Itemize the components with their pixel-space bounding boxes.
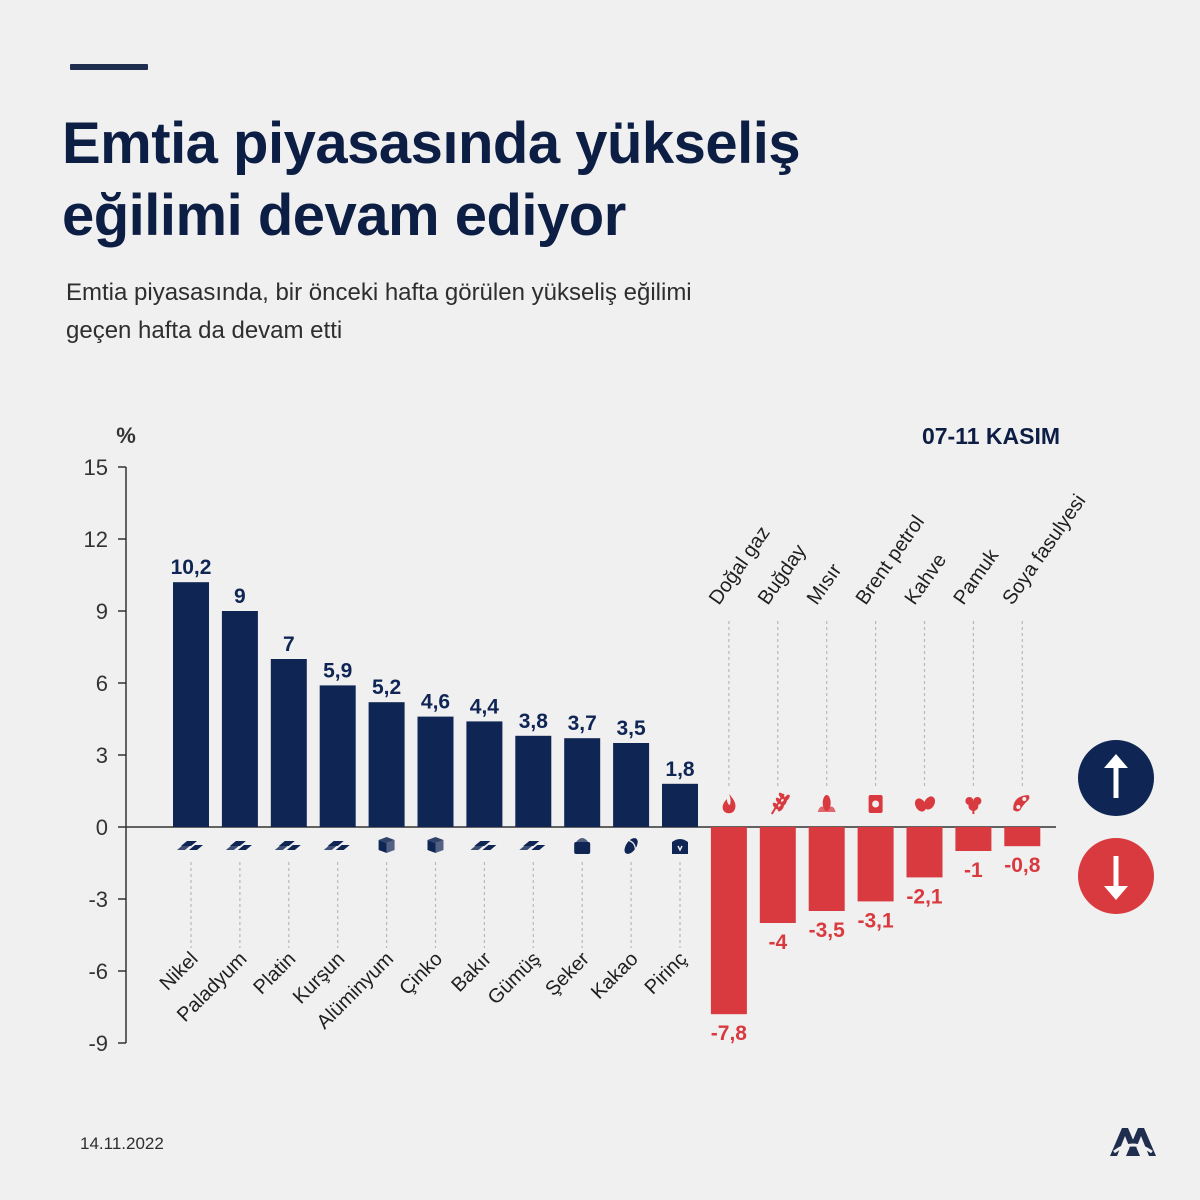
oil-barrel-icon bbox=[868, 795, 883, 813]
metal-bars-icon bbox=[225, 841, 252, 850]
cotton-icon bbox=[965, 797, 982, 814]
title-line-1: Emtia piyasasında yükseliş bbox=[62, 111, 801, 176]
up-arrow-icon bbox=[1078, 740, 1154, 816]
bar-9 bbox=[564, 738, 601, 827]
sugar-sack-icon bbox=[574, 838, 591, 854]
value-label: 9 bbox=[234, 585, 246, 608]
metal-bars-icon bbox=[177, 841, 203, 850]
bar-6 bbox=[417, 716, 454, 827]
category-label: Şeker bbox=[541, 948, 594, 1001]
value-label: 3,5 bbox=[616, 717, 646, 740]
metal-bars-icon bbox=[470, 841, 497, 850]
period-label: 07-11 KASIM bbox=[922, 423, 1060, 449]
y-tick-label: 6 bbox=[96, 671, 108, 696]
y-tick-label: -9 bbox=[88, 1031, 108, 1056]
y-tick-label: 0 bbox=[96, 815, 108, 840]
y-tick-label: -6 bbox=[88, 959, 108, 984]
category-label: Pamuk bbox=[949, 544, 1003, 608]
bar-2 bbox=[221, 611, 258, 827]
metal-bars-icon bbox=[323, 841, 350, 850]
bar-4 bbox=[319, 685, 356, 827]
category-label: Çinko bbox=[395, 948, 447, 1000]
value-label: 10,2 bbox=[171, 556, 212, 579]
bar-18 bbox=[1004, 827, 1041, 847]
title-line-2: eğilimi devam ediyor bbox=[62, 183, 626, 248]
y-tick-label: 9 bbox=[96, 599, 108, 624]
y-tick-label: 15 bbox=[84, 455, 108, 480]
value-label: 3,8 bbox=[519, 710, 549, 733]
coffee-bean-icon bbox=[914, 796, 936, 812]
bar-13 bbox=[759, 827, 796, 923]
value-label: -7,8 bbox=[711, 1022, 748, 1045]
value-label: -3,5 bbox=[809, 919, 846, 942]
bar-17 bbox=[955, 827, 992, 851]
bar-5 bbox=[368, 702, 405, 827]
bar-7 bbox=[466, 721, 503, 827]
value-label: 4,6 bbox=[421, 691, 450, 714]
metal-bars-icon bbox=[519, 841, 546, 850]
bar-10 bbox=[613, 743, 650, 827]
bar-16 bbox=[906, 827, 943, 878]
value-label: 5,2 bbox=[372, 676, 401, 699]
bar-12 bbox=[710, 827, 747, 1015]
value-label: -0,8 bbox=[1004, 854, 1041, 877]
cocoa-pod-icon bbox=[624, 838, 638, 855]
bar-11 bbox=[662, 783, 698, 827]
bar-15 bbox=[857, 827, 894, 902]
metal-block-icon bbox=[427, 837, 444, 853]
value-label: 5,9 bbox=[323, 659, 352, 682]
subtitle-line-2: geçen hafta da devam etti bbox=[66, 317, 343, 344]
page-title: Emtia piyasasında yükseliş eğilimi devam… bbox=[62, 108, 1062, 252]
bar-14 bbox=[808, 827, 845, 911]
value-label: 4,4 bbox=[470, 695, 500, 718]
corn-icon bbox=[817, 795, 836, 812]
aa-logo bbox=[1110, 1128, 1156, 1156]
subtitle-line-1: Emtia piyasasında, bir önceki hafta görü… bbox=[66, 279, 692, 306]
rice-sack-icon bbox=[672, 839, 688, 854]
category-label: Gümüş bbox=[484, 948, 545, 1009]
value-label: 7 bbox=[283, 633, 295, 656]
value-label: -4 bbox=[768, 931, 787, 954]
y-axis-unit-label: % bbox=[116, 423, 136, 448]
down-arrow-icon bbox=[1078, 838, 1154, 914]
soybean-icon bbox=[1013, 795, 1030, 812]
metal-bars-icon bbox=[274, 841, 301, 850]
metal-block-icon bbox=[378, 837, 395, 853]
page-subtitle: Emtia piyasasında, bir önceki hafta görü… bbox=[66, 274, 866, 350]
category-label: Pirinç bbox=[641, 948, 692, 999]
value-label: 1,8 bbox=[665, 758, 695, 781]
footer-date: 14.11.2022 bbox=[80, 1134, 164, 1153]
value-label: -1 bbox=[964, 859, 983, 882]
flame-icon bbox=[722, 794, 736, 814]
category-label: Soya fasulyesi bbox=[998, 491, 1090, 609]
category-label: Kahve bbox=[901, 550, 952, 609]
bar-1 bbox=[173, 582, 209, 827]
bar-8 bbox=[515, 735, 552, 827]
value-label: -3,1 bbox=[858, 909, 895, 932]
category-label: Mısır bbox=[803, 560, 847, 609]
y-tick-label: -3 bbox=[88, 887, 108, 912]
top-rule bbox=[70, 64, 148, 70]
bar-3 bbox=[270, 659, 307, 827]
y-tick-label: 3 bbox=[96, 743, 108, 768]
y-tick-label: 12 bbox=[84, 527, 108, 552]
value-label: -2,1 bbox=[906, 885, 943, 908]
value-label: 3,7 bbox=[568, 712, 597, 735]
category-label: Kakao bbox=[587, 948, 643, 1004]
wheat-icon bbox=[770, 792, 790, 815]
